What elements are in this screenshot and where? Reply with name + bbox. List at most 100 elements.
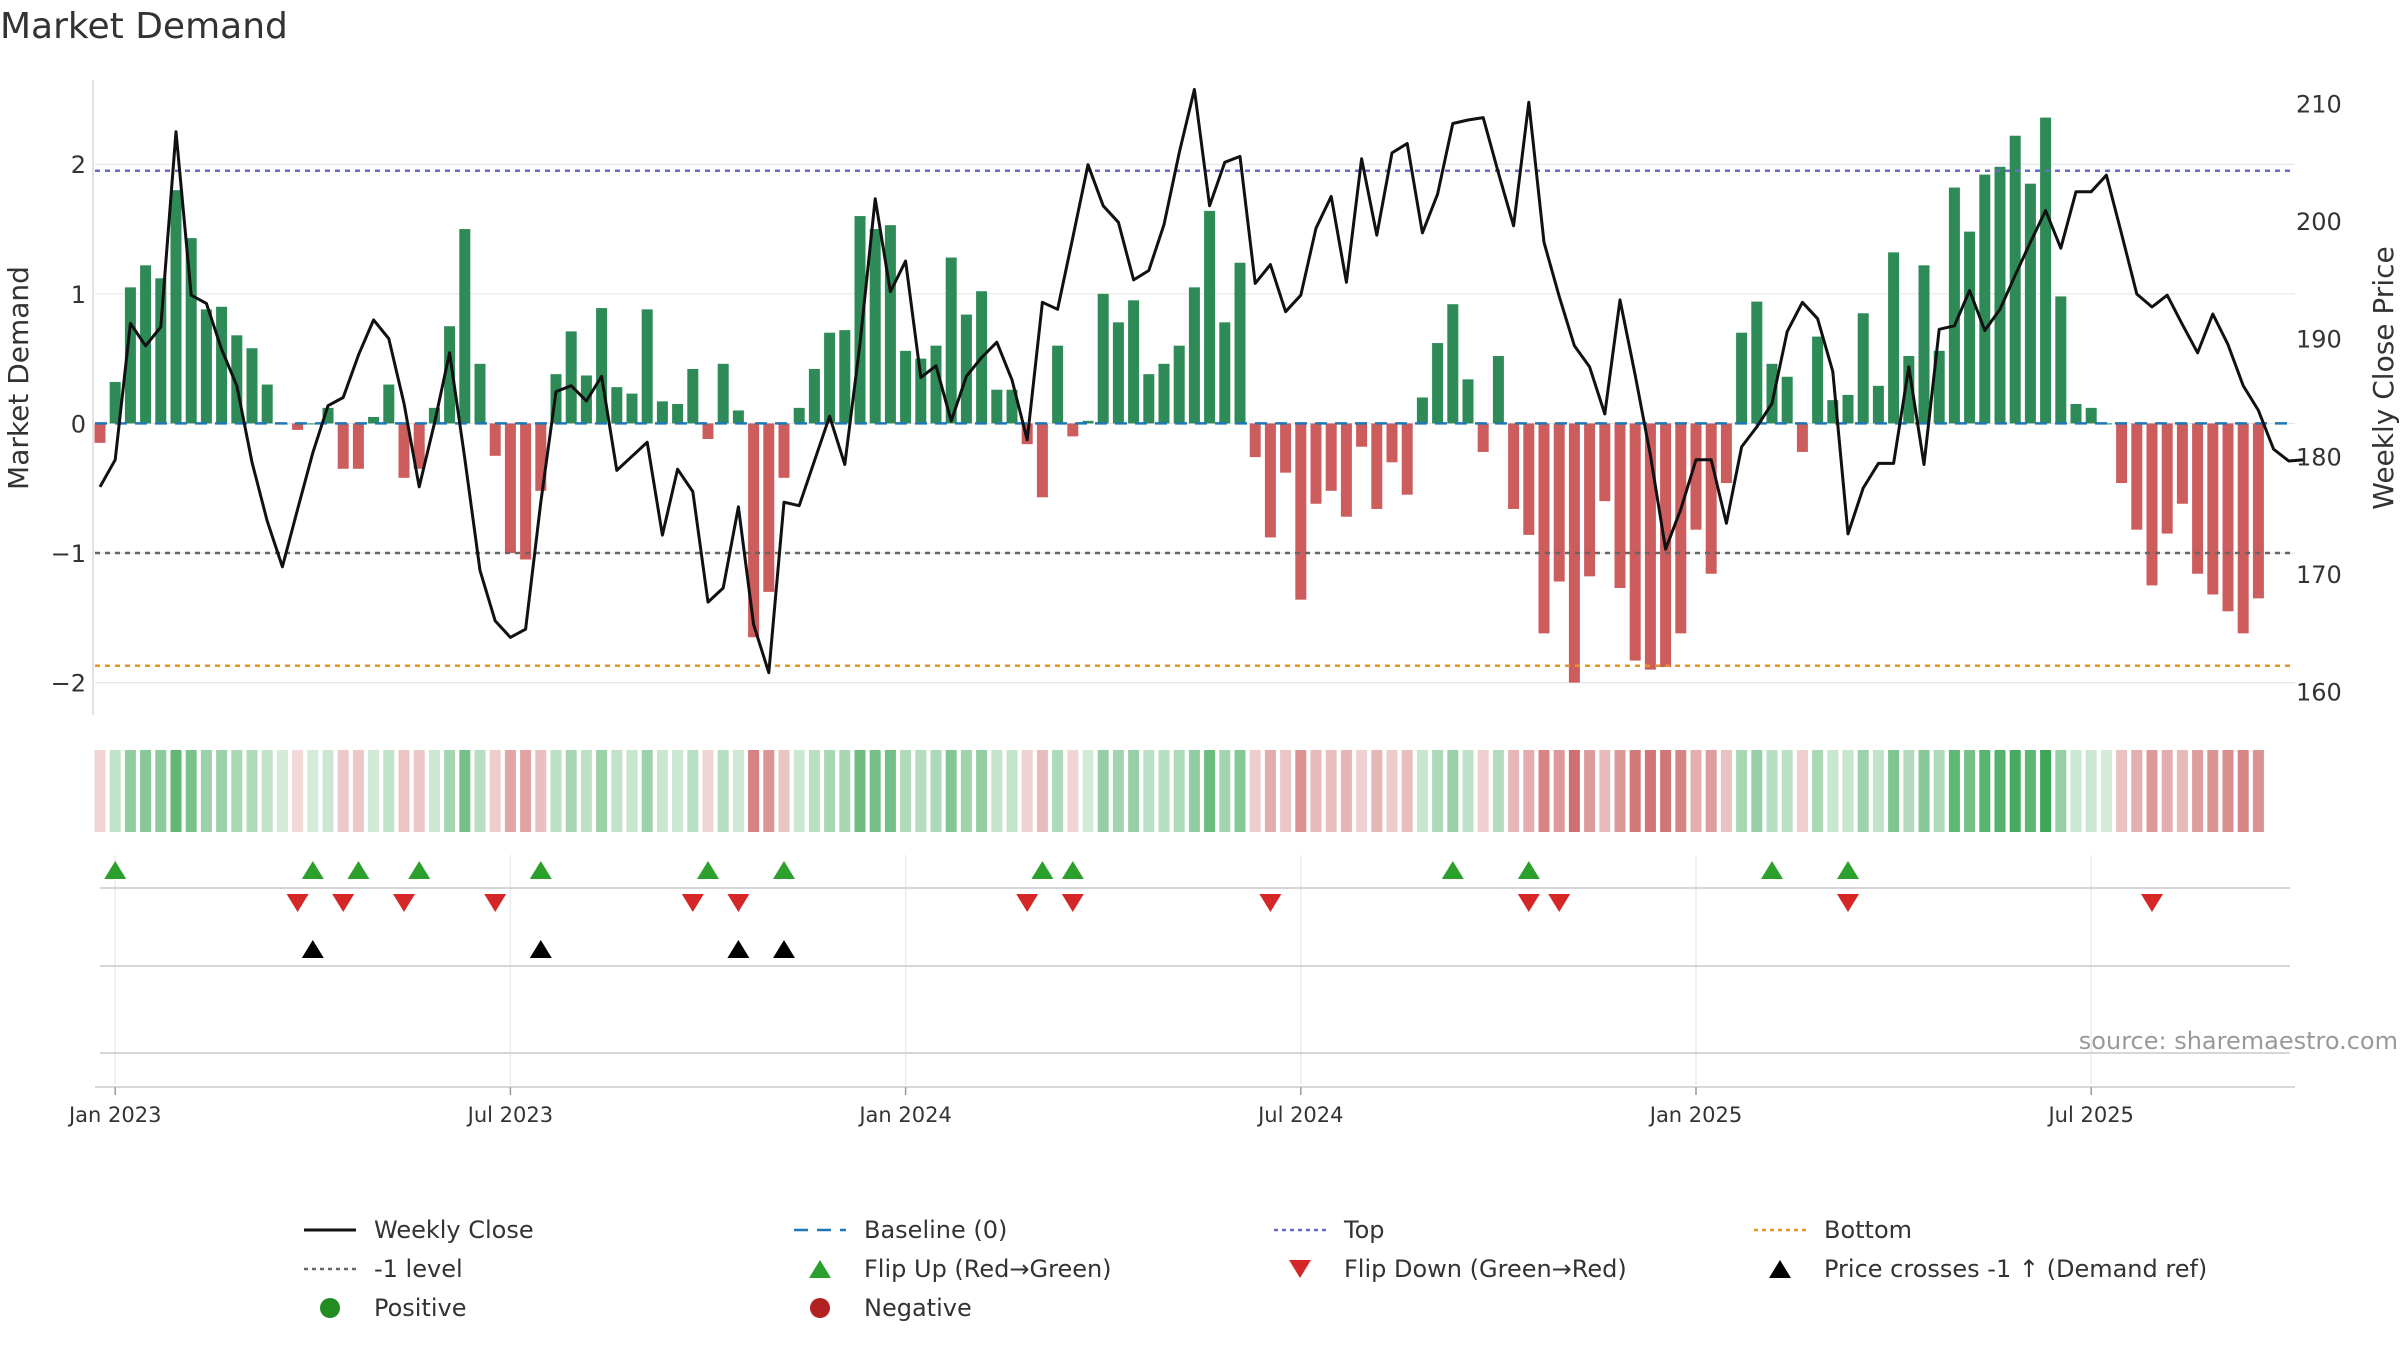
heat-cell (1538, 750, 1550, 832)
heat-cell (1128, 750, 1140, 832)
heat-cell (1842, 750, 1854, 832)
heat-cell (1340, 750, 1352, 832)
heat-cell (1720, 750, 1732, 832)
heat-cell (2237, 750, 2249, 832)
demand-bar (1553, 423, 1565, 582)
heat-cell (504, 750, 516, 832)
heat-cell (1234, 750, 1246, 832)
demand-bar (2040, 117, 2052, 424)
demand-bar (1325, 423, 1337, 491)
legend-item: Flip Down (Green→Red) (1270, 1254, 1627, 1284)
demand-bar (732, 410, 744, 424)
demand-bar (1766, 363, 1778, 424)
demand-bar (1538, 423, 1550, 634)
demand-bar (2085, 407, 2097, 424)
heat-cell (1918, 750, 1930, 832)
heat-cell (1188, 750, 1200, 832)
heat-cell (854, 750, 866, 832)
demand-bar (565, 331, 577, 424)
flip-up-marker (104, 861, 127, 879)
flip-up-marker (529, 861, 552, 879)
demand-bar (170, 190, 182, 424)
y-axis-right-label: Weekly Close Price (2367, 246, 2400, 509)
heat-cell (550, 750, 562, 832)
weekly-close-line (98, 87, 2305, 675)
demand-bar (824, 332, 836, 424)
legend-label: Flip Down (Green→Red) (1344, 1255, 1627, 1283)
heat-cell (352, 750, 364, 832)
heat-cell (2146, 750, 2158, 832)
heat-cell (1523, 750, 1535, 832)
demand-bar (1827, 400, 1839, 424)
demand-bar (1112, 322, 1124, 424)
heat-cell (1614, 750, 1626, 832)
demand-bar (474, 363, 486, 424)
demand-bar (1736, 332, 1748, 424)
heat-cell (1052, 750, 1064, 832)
demand-bar (1432, 343, 1444, 424)
heat-cell (1979, 750, 1991, 832)
legend-swatch-icon (790, 1293, 850, 1323)
demand-bar (1310, 423, 1322, 504)
legend-label: Price crosses -1 ↑ (Demand ref) (1824, 1255, 2208, 1283)
legend-swatch-icon (300, 1293, 360, 1323)
demand-bar (383, 384, 395, 424)
demand-bar (1781, 376, 1793, 424)
demand-bar (231, 335, 243, 424)
heat-cell (1310, 750, 1322, 832)
demand-bar (1280, 423, 1292, 473)
demand-bar (1036, 423, 1048, 498)
heat-cell (2131, 750, 2143, 832)
y-tick-left: 0 (71, 410, 86, 438)
demand-bar (1401, 423, 1413, 495)
demand-bar (1340, 423, 1352, 517)
heat-cell (185, 750, 197, 832)
demand-bar (94, 423, 106, 443)
flip-up-marker (1441, 861, 1464, 879)
demand-bar (1462, 379, 1474, 424)
demand-bar (1705, 423, 1717, 574)
heat-cell (778, 750, 790, 832)
flip-down-marker (1259, 894, 1282, 912)
demand-bar (656, 401, 668, 424)
demand-bar (444, 326, 456, 424)
heat-cell (596, 750, 608, 832)
heat-cell (1857, 750, 1869, 832)
demand-bar (748, 423, 760, 638)
legend-label: Baseline (0) (864, 1216, 1008, 1244)
heat-cell (1280, 750, 1292, 832)
demand-bar (1629, 423, 1641, 661)
demand-bar (854, 216, 866, 424)
heat-cell (1356, 750, 1368, 832)
legend-item: Negative (790, 1293, 972, 1323)
heat-cell (413, 750, 425, 832)
source-credit: source: sharemaestro.com (2079, 1027, 2398, 1055)
y-tick-left: 2 (71, 151, 86, 179)
demand-bar (1903, 356, 1915, 424)
heat-cell (808, 750, 820, 832)
heat-cell (1462, 750, 1474, 832)
demand-bar (2192, 423, 2204, 574)
heat-cell (1143, 750, 1155, 832)
heat-cell (2055, 750, 2067, 832)
heat-cell (1796, 750, 1808, 832)
legend-swatch-icon (1750, 1215, 1810, 1245)
demand-bar (672, 403, 684, 424)
demand-bar (1067, 423, 1079, 437)
demand-bar (1371, 423, 1383, 509)
heat-cell (1325, 750, 1337, 832)
heat-cell (702, 750, 714, 832)
heat-cell (1933, 750, 1945, 832)
heat-cell (656, 750, 668, 832)
legend-label: Negative (864, 1294, 972, 1322)
demand-bar (1751, 301, 1763, 424)
heat-cell (140, 750, 152, 832)
heat-cell (1158, 750, 1170, 832)
heat-cell (2161, 750, 2173, 832)
y-tick-left: −2 (51, 670, 86, 698)
heat-cell (1903, 750, 1915, 832)
heat-cell (1264, 750, 1276, 832)
heat-cell (170, 750, 182, 832)
demand-bar (1416, 397, 1428, 424)
demand-bar (611, 387, 623, 424)
